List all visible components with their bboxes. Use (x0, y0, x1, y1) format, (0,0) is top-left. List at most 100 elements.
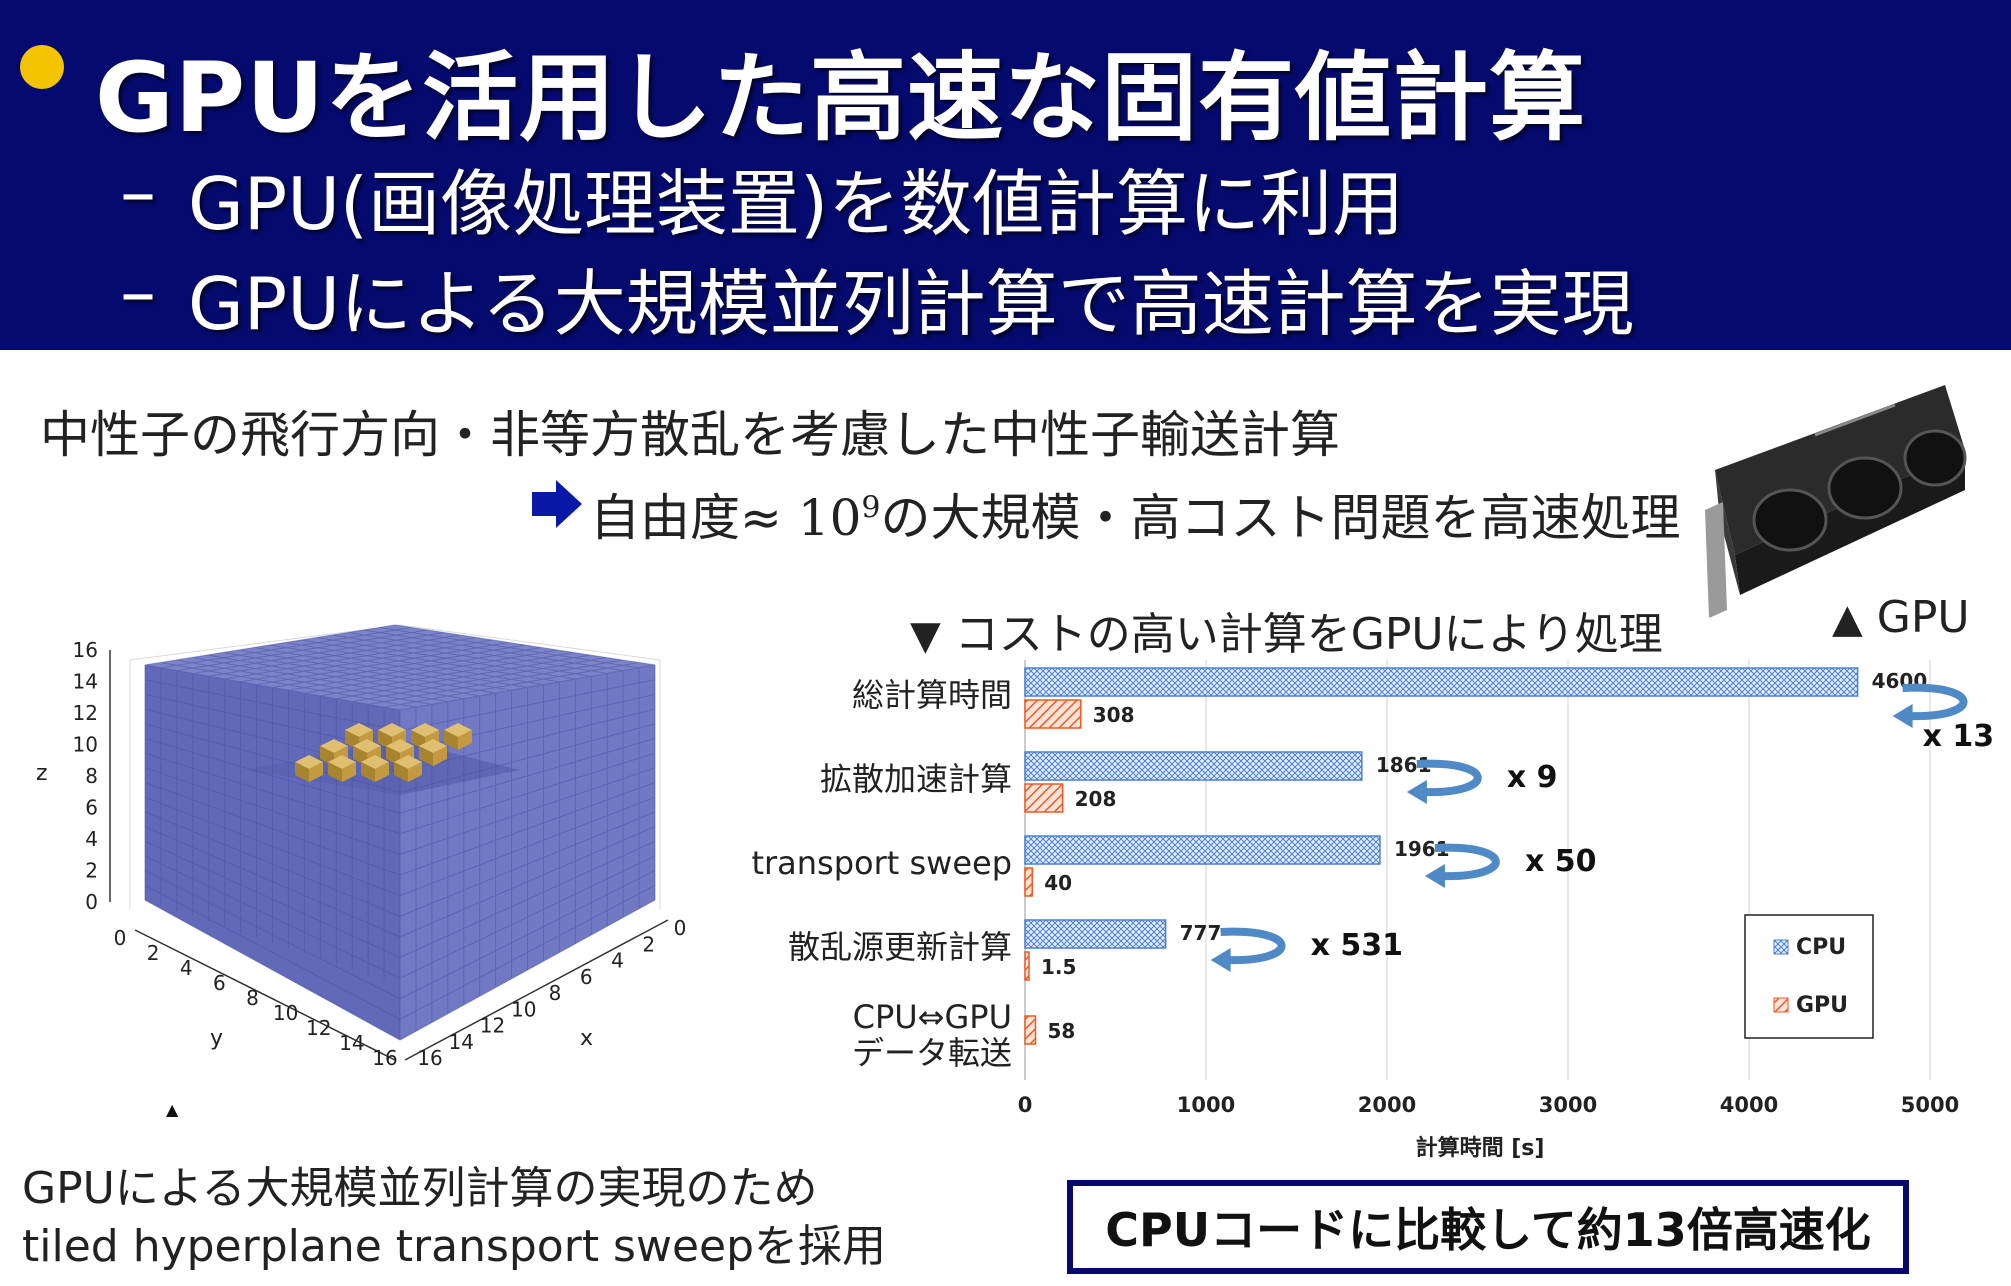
mesh-line (144, 826, 401, 938)
y-tick-label: 4 (180, 956, 193, 980)
category-label: 総計算時間 (852, 676, 1012, 714)
z-tick-labels: 0 2 4 6 8 10 12 14 16 (73, 638, 98, 914)
subtitle-2: GPUによる大規模並列計算で高速計算を実現 (188, 262, 1634, 346)
axis-x-label: x (580, 1026, 593, 1051)
axis-y-label: y (210, 1026, 223, 1051)
speedup-arrow-icon (1902, 683, 1968, 721)
mesh-line (144, 855, 401, 979)
mesh-line (399, 796, 656, 897)
mesh-line (320, 652, 574, 697)
y-tick-label: 0 (114, 926, 127, 950)
speedup-arrowhead-icon (1406, 780, 1427, 804)
speedup-label: x 9 (1507, 760, 1558, 795)
x-tick-label: 10 (511, 997, 536, 1021)
mesh-line (399, 664, 656, 711)
mesh-line (352, 657, 607, 703)
chart-caption-text: コストの高い計算をGPUにより処理 (954, 609, 1663, 660)
mesh-line (383, 662, 639, 708)
cube-top-face (145, 625, 655, 710)
page-title: GPUを活用した高速な固有値計算 (95, 42, 1587, 154)
bar-cpu (1024, 667, 1859, 697)
y-tick-label: 10 (273, 1001, 298, 1025)
mesh-line (316, 637, 576, 680)
triangle-down-icon: ▼ (910, 613, 941, 659)
speedup-label: x 50 (1525, 844, 1597, 879)
bar-label-cpu: 777 (1180, 921, 1222, 945)
bar-label-gpu: 1.5 (1041, 955, 1076, 979)
bar-chart: 4600 308 1861 208 1961 40 777 1.5 58 総計算時間 拡散加速計算… (740, 650, 2005, 1174)
z-tick-label: 12 (73, 701, 98, 725)
cube-grid-lines (129, 624, 661, 910)
subtitle-1: GPU(画像処理装置)を数値計算に利用 (188, 162, 1405, 246)
mesh-line (272, 644, 526, 688)
mesh-line (399, 899, 656, 1041)
y-tick-label: 14 (339, 1031, 364, 1055)
mesh-line (379, 627, 640, 669)
z-tick-label: 14 (73, 670, 98, 694)
mesh-line (144, 782, 401, 876)
highlight-math: 10 (797, 489, 862, 547)
mesh-line (288, 647, 542, 691)
highlight-prefix: 自由度≈ (590, 489, 798, 547)
mesh-line (399, 884, 656, 1020)
mesh-line (399, 855, 656, 979)
y-tick-label: 12 (306, 1016, 331, 1040)
legend-gpu-label: GPU (1796, 993, 1848, 1018)
mesh-line (363, 629, 624, 672)
mesh-line (144, 840, 401, 958)
speedup-arrowhead-icon (1210, 948, 1231, 972)
x-tick-label: 2 (642, 932, 655, 956)
bar-label-gpu: 40 (1044, 871, 1072, 895)
mesh-line (399, 826, 656, 938)
x-tick-label: 14 (449, 1030, 474, 1054)
cube-caption-line2: tiled hyperplane transport sweepを採用 (22, 1221, 887, 1272)
z-tick-label: 0 (85, 890, 98, 914)
y-tick-label: 16 (372, 1046, 397, 1070)
z-tick-label: 8 (85, 764, 98, 788)
legend-gpu-swatch (1773, 997, 1789, 1013)
mesh-line (348, 632, 608, 674)
bar-gpu (1024, 951, 1030, 981)
cube-mesh (144, 624, 656, 1041)
x-tick-label: 8 (549, 981, 562, 1005)
y-tick-label: 6 (213, 971, 226, 995)
category-label: データ転送 (852, 1034, 1012, 1072)
z-tick-label: 16 (73, 638, 98, 662)
highlight-text: 自由度≈ 109の大規模・高コスト問題を高速処理 (590, 478, 1681, 550)
gpu-tile-block (419, 739, 447, 766)
speedup-arrow-icon (1416, 759, 1482, 797)
bar-gpu (1024, 1015, 1037, 1045)
mesh-line (399, 870, 656, 1000)
legend-cpu-label: CPU (1796, 935, 1846, 960)
bar-label-gpu: 308 (1093, 703, 1135, 727)
legend-box (1744, 914, 1874, 1039)
speedup-label: x 531 (1311, 928, 1403, 963)
highlight-suffix: の大規模・高コスト問題を高速処理 (880, 489, 1681, 547)
mesh-line (285, 642, 544, 686)
dash-1: – (120, 150, 156, 234)
mesh-line (144, 899, 401, 1041)
x-axis-label: 計算時間 [s] (1416, 1135, 1545, 1161)
dash-2: – (120, 250, 156, 334)
mesh-line (301, 639, 560, 683)
chart-caption: ▼ コストの高い計算をGPUにより処理 (910, 598, 1663, 662)
speedup-arrowhead-icon (1424, 864, 1445, 888)
x-tick-label: 4000 (1720, 1093, 1778, 1117)
x-tick-label: 12 (480, 1014, 505, 1038)
mesh-line (144, 884, 401, 1020)
x-tick-label: 16 (417, 1046, 442, 1070)
x-tick-label: 0 (674, 916, 687, 940)
x-tick-label: 5000 (1901, 1093, 1959, 1117)
gpu-caption: ▲ GPU (1832, 592, 1970, 643)
x-tick-label: 1000 (1177, 1093, 1235, 1117)
mesh-line (144, 811, 401, 917)
category-label: 拡散加速計算 (820, 760, 1012, 798)
axis-z-label: z (36, 761, 48, 786)
mesh-line (394, 624, 656, 666)
conclusion-box: CPUコードに比較して約13倍高速化 (1067, 1180, 1909, 1274)
mesh-line (336, 654, 591, 700)
z-tick-label: 4 (85, 827, 98, 851)
bar-label-gpu: 58 (1047, 1019, 1075, 1043)
